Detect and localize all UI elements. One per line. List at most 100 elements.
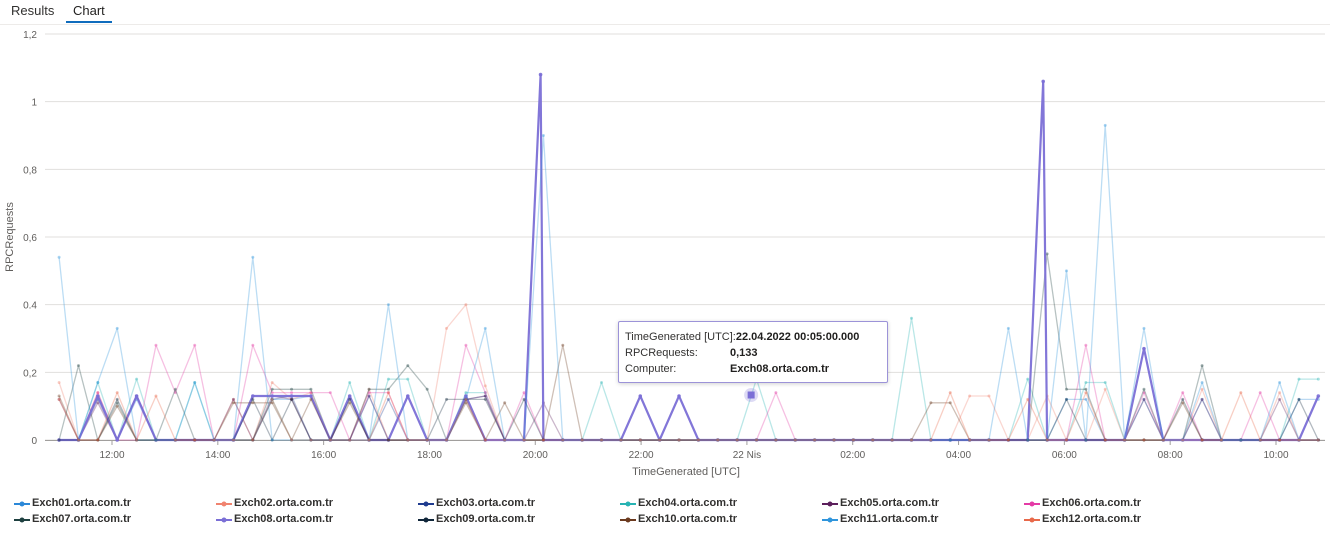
data-point: [1142, 397, 1146, 401]
data-point: [1103, 438, 1107, 442]
legend-swatch-dot: [1029, 517, 1035, 523]
data-point: [1045, 252, 1049, 256]
legend-swatch: [418, 517, 434, 523]
data-point: [968, 438, 972, 442]
data-point: [328, 391, 332, 395]
data-point: [367, 394, 371, 398]
data-point: [716, 438, 720, 442]
data-point: [716, 438, 720, 442]
x-axis-label: TimeGenerated [UTC]: [632, 466, 740, 478]
tab-results[interactable]: Results: [11, 3, 55, 18]
data-point: [290, 438, 294, 442]
data-point: [444, 438, 449, 442]
x-tick-label: 10:00: [1263, 450, 1288, 461]
data-point: [96, 380, 100, 384]
data-point: [1123, 438, 1127, 442]
data-point: [968, 438, 972, 442]
legend-swatch-dot: [827, 501, 833, 507]
data-point: [851, 438, 855, 442]
data-point: [290, 438, 294, 442]
data-point: [1006, 438, 1010, 442]
data-point: [522, 438, 526, 442]
data-point: [793, 438, 797, 442]
data-point: [251, 438, 255, 442]
data-point: [561, 438, 565, 442]
data-point: [522, 438, 526, 442]
data-point: [96, 438, 100, 442]
data-point: [1064, 397, 1068, 401]
data-point: [755, 438, 759, 442]
data-point: [948, 438, 952, 442]
data-point: [677, 438, 681, 442]
data-point: [948, 438, 953, 442]
data-point: [445, 326, 449, 330]
data-point: [1278, 397, 1282, 401]
data-point: [599, 438, 604, 442]
data-point: [251, 438, 255, 442]
tooltip-time-value: 22.04.2022 00:05:00.000: [735, 331, 860, 343]
data-point: [270, 438, 274, 442]
data-point: [677, 438, 681, 442]
data-point: [1277, 438, 1282, 442]
series-line: [59, 317, 1319, 441]
y-tick-label: 1,2: [23, 30, 37, 41]
data-point: [193, 438, 197, 442]
data-point: [1006, 438, 1010, 442]
data-point: [1316, 438, 1320, 442]
data-point: [677, 438, 681, 442]
data-point: [1316, 438, 1320, 442]
data-point: [1278, 438, 1282, 442]
data-point: [793, 438, 797, 442]
data-point: [755, 438, 759, 442]
legend-swatch: [216, 501, 232, 507]
data-point: [1181, 391, 1185, 395]
data-point: [367, 438, 371, 442]
data-point: [813, 438, 817, 442]
data-point: [502, 438, 507, 442]
data-point: [1122, 438, 1127, 442]
data-point: [115, 397, 119, 401]
data-point: [464, 303, 468, 307]
hover-marker: [744, 388, 759, 403]
data-point: [76, 438, 81, 442]
tab-chart[interactable]: Chart: [73, 3, 105, 18]
data-point: [76, 438, 80, 442]
data-point: [987, 438, 991, 442]
x-axis-ticks: 12:00 14:00 16:00 18:00 20:00 22:00 22 Nis 02:0…: [99, 440, 1289, 461]
series-line: [59, 398, 1319, 441]
legend-swatch-dot: [19, 517, 25, 523]
data-point: [561, 438, 565, 442]
data-point: [638, 438, 642, 442]
data-point: [135, 438, 139, 442]
data-point: [231, 438, 235, 442]
x-tick-label: 12:00: [99, 450, 124, 461]
legend-swatch-dot: [19, 501, 25, 507]
data-point: [464, 397, 468, 401]
data-point: [580, 438, 584, 442]
data-point: [270, 401, 274, 405]
data-point: [948, 401, 952, 405]
data-point: [1142, 387, 1146, 391]
data-point: [290, 387, 294, 391]
data-point: [1084, 391, 1088, 395]
data-point: [755, 438, 759, 442]
data-point: [600, 380, 604, 384]
data-point: [561, 438, 565, 442]
data-point: [1142, 438, 1146, 442]
data-point: [483, 438, 487, 442]
legend-label: Exch07.orta.com.tr: [32, 513, 132, 525]
data-point: [716, 438, 720, 442]
data-point: [231, 438, 235, 442]
data-point: [1026, 438, 1030, 442]
series-line: [58, 304, 1319, 441]
data-point: [445, 397, 449, 401]
data-point: [1045, 438, 1049, 442]
data-point: [677, 394, 681, 398]
data-point: [522, 397, 526, 401]
x-tick-label: 18:00: [417, 450, 442, 461]
data-point: [193, 438, 197, 442]
data-point: [619, 438, 623, 442]
data-point: [851, 438, 855, 442]
data-point: [367, 438, 371, 442]
